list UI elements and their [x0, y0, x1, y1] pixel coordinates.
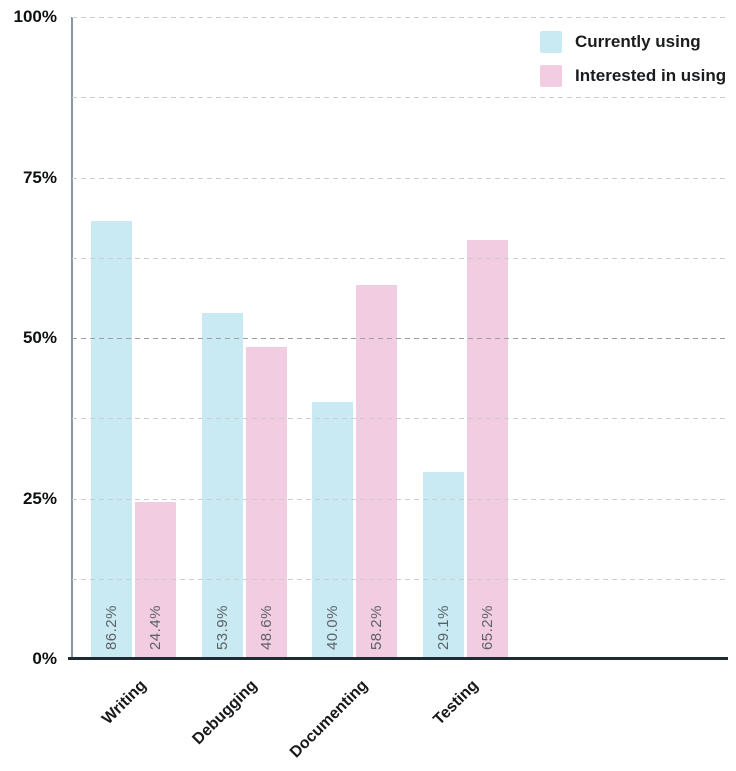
y-tick-label-25: 25%	[22, 488, 57, 508]
bar-testing-interested-in-using: 65.2%	[466, 240, 508, 659]
legend-swatch-interested-in-using	[540, 65, 562, 87]
y-axis-labels: 0% 25% 50% 75% 100%	[0, 0, 57, 771]
bar-value-label: 53.9%	[213, 604, 231, 650]
bar-value-label: 29.1%	[434, 604, 452, 650]
y-tick-label-50: 50%	[22, 328, 57, 347]
bar-documenting-currently-using: 40.0%	[312, 402, 353, 659]
bar-value-label: 40.0%	[324, 604, 341, 650]
y-tick-label-0: 0%	[32, 649, 57, 668]
bar-value-label: 65.2%	[478, 604, 496, 650]
x-category-label-debugging: Debugging	[189, 677, 261, 749]
major-gridline	[72, 338, 728, 339]
bar-testing-currently-using: 29.1%	[422, 472, 464, 659]
bar-value-label: 58.2%	[368, 604, 385, 650]
major-gridline	[72, 177, 728, 179]
minor-gridline	[72, 97, 728, 99]
bar-value-label: 24.4%	[147, 604, 164, 650]
legend-item-currently-using[interactable]: Currently using	[540, 31, 726, 53]
bar-value-label: 48.6%	[257, 604, 275, 650]
legend: Currently using Interested in using	[540, 31, 726, 99]
bar-writing-currently-using: 86.2%	[91, 221, 132, 659]
bar-debugging-interested-in-using: 48.6%	[245, 347, 287, 659]
plot-area: 86.2% 24.4% 53.9% 48.6% 40.0% 58.2% 29.1% 65.2%	[72, 17, 728, 659]
legend-swatch-currently-using	[540, 31, 562, 53]
legend-label-currently-using: Currently using	[575, 32, 701, 51]
x-category-label-writing: Writing	[99, 677, 151, 728]
x-category-label-testing: Testing	[430, 677, 482, 729]
legend-label-interested-in-using: Interested in using	[575, 66, 727, 85]
minor-gridline	[72, 578, 728, 580]
minor-gridline	[72, 418, 728, 420]
y-tick-label-100: 100%	[13, 7, 57, 26]
bar-writing-interested-in-using: 24.4%	[135, 502, 176, 659]
minor-gridline	[72, 257, 728, 259]
major-gridline	[72, 17, 728, 18]
y-tick-label-75: 75%	[22, 167, 57, 187]
major-gridline	[72, 498, 728, 500]
x-category-label-documenting: Documenting	[286, 677, 372, 762]
bar-documenting-interested-in-using: 58.2%	[356, 285, 397, 659]
legend-item-interested-in-using[interactable]: Interested in using	[540, 65, 726, 87]
bar-value-label: 86.2%	[103, 604, 120, 650]
bar-debugging-currently-using: 53.9%	[201, 312, 243, 659]
x-axis-line	[68, 657, 728, 660]
